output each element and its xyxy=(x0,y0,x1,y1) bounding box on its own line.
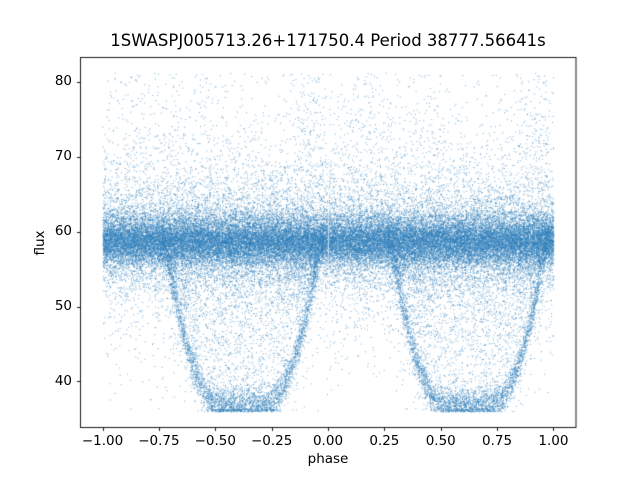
x-tick-label: 0.00 xyxy=(312,433,344,449)
x-tick-label: 1.00 xyxy=(538,433,569,449)
y-tick-label: 60 xyxy=(54,223,72,240)
x-tick-label: −0.75 xyxy=(138,433,180,449)
x-tick-label: 0.50 xyxy=(425,433,456,449)
y-tick-label: 80 xyxy=(54,73,72,90)
x-axis-label: phase xyxy=(307,451,349,467)
x-tick-label: −0.50 xyxy=(194,433,236,449)
x-tick-label: 0.75 xyxy=(482,433,513,449)
y-tick-label: 70 xyxy=(54,148,72,165)
y-tick-label: 40 xyxy=(54,372,72,389)
x-tick-label: −1.00 xyxy=(81,433,124,449)
y-tick-label: 50 xyxy=(54,298,72,315)
x-tick-label: −0.25 xyxy=(250,433,293,449)
chart-title: 1SWASPJ005713.26+171750.4 Period 38777.5… xyxy=(110,31,546,50)
x-tick-label: 0.25 xyxy=(369,433,400,449)
